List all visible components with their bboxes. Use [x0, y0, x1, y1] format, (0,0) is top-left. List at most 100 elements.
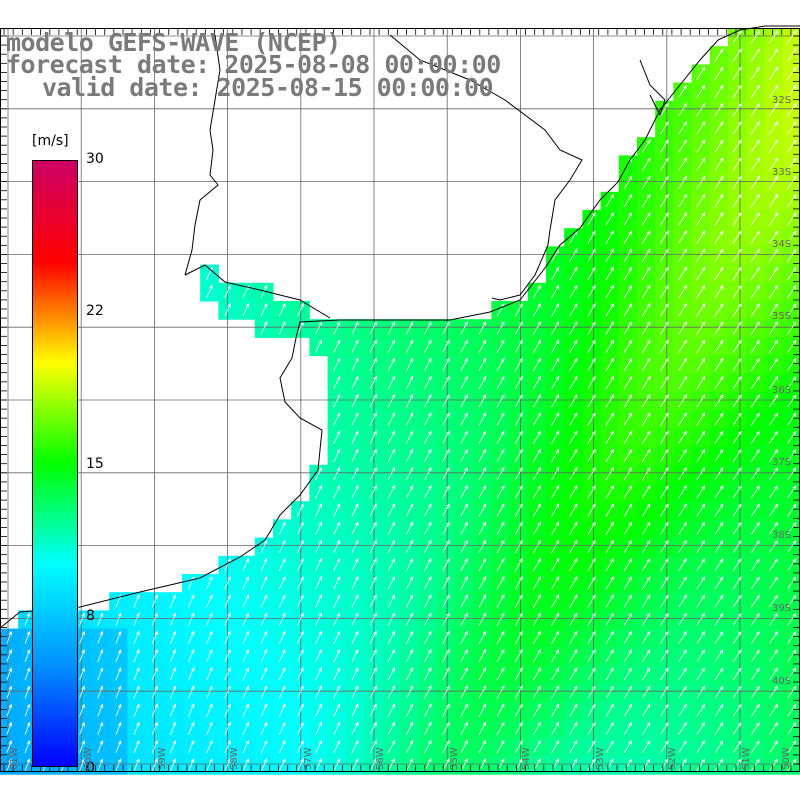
- wind-arrow: [188, 667, 195, 681]
- wind-arrow: [605, 248, 614, 262]
- wind-arrow: [768, 193, 779, 208]
- wind-arrow: [387, 412, 395, 426]
- wind-arrow: [405, 576, 414, 590]
- wind-arrow: [660, 193, 669, 208]
- wind-arrow: [188, 740, 195, 754]
- wind-arrow: [678, 339, 687, 353]
- wind-arrow: [369, 612, 377, 626]
- wind-arrow: [623, 339, 633, 353]
- wind-arrow: [678, 467, 687, 481]
- lon-label-56w: 56W: [375, 747, 386, 770]
- wind-arrow: [678, 612, 687, 626]
- wind-arrow: [405, 685, 414, 699]
- wind-arrow: [351, 339, 359, 353]
- wind-arrow: [623, 758, 632, 772]
- wind-arrow: [242, 758, 249, 772]
- wind-arrow: [514, 667, 523, 681]
- wind-arrow: [623, 466, 633, 481]
- wind-arrow: [787, 449, 797, 462]
- wind-arrow: [278, 721, 286, 735]
- wind-arrow: [605, 667, 614, 681]
- wind-arrow: [405, 721, 414, 735]
- wind-arrow: [442, 721, 450, 736]
- wind-arrow: [424, 503, 432, 517]
- wind-arrow: [6, 758, 12, 772]
- wind-arrow: [623, 539, 633, 554]
- wind-arrow: [769, 758, 779, 772]
- wind-arrow: [714, 48, 724, 62]
- wind-arrow: [750, 303, 761, 317]
- wind-arrow: [660, 685, 669, 699]
- wind-arrow: [514, 703, 523, 717]
- wind-arrows: [6, 30, 797, 772]
- wind-arrow: [224, 303, 231, 317]
- wind-arrow: [569, 303, 578, 317]
- wind-arrow: [133, 594, 140, 608]
- wind-arrow: [642, 667, 651, 681]
- wind-arrow: [787, 540, 797, 553]
- wind-arrow: [169, 667, 177, 681]
- wind-arrow: [532, 412, 541, 426]
- wind-arrow: [696, 230, 706, 244]
- wind-arrow: [714, 102, 724, 117]
- wind-arrow: [769, 722, 779, 735]
- wind-arrow: [478, 576, 487, 590]
- wind-arrow: [333, 721, 341, 735]
- wind-arrow: [750, 449, 760, 462]
- wind-arrow: [769, 376, 779, 390]
- wind-arrow: [369, 667, 377, 681]
- wind-arrow: [696, 558, 706, 572]
- wind-arrow: [351, 357, 359, 372]
- wind-arrow: [732, 631, 742, 644]
- wind-arrow: [623, 576, 633, 590]
- wind-arrow: [678, 321, 687, 335]
- wind-arrow: [478, 648, 487, 663]
- wind-arrow: [714, 740, 724, 753]
- wind-arrow: [641, 412, 651, 426]
- wind-arrow: [315, 648, 322, 663]
- wind-arrow: [605, 284, 614, 299]
- wind-arrow: [750, 102, 761, 117]
- wind-arrow: [532, 357, 541, 372]
- wind-arrow: [315, 485, 322, 499]
- wind-arrow: [442, 557, 450, 572]
- wind-arrow: [623, 448, 633, 463]
- wind-arrow: [732, 102, 742, 117]
- wind-arrow: [297, 612, 304, 626]
- wind-arrow: [750, 376, 760, 390]
- wind-arrow: [478, 612, 487, 626]
- wind-arrow: [351, 430, 359, 444]
- wind-arrow: [315, 594, 322, 608]
- wind-arrow: [496, 448, 505, 462]
- wind-arrow: [750, 84, 761, 99]
- wind-arrow: [768, 175, 779, 190]
- title-model: modelo GEFS-WAVE (NCEP): [6, 28, 341, 57]
- wind-arrow: [732, 248, 742, 262]
- wind-arrow: [478, 448, 487, 462]
- wind-arrow: [787, 467, 797, 481]
- wind-arrow: [714, 631, 724, 644]
- wind-arrow: [260, 648, 268, 663]
- wind-arrow: [514, 503, 523, 517]
- wind-arrow: [514, 685, 523, 699]
- wind-arrow: [569, 539, 578, 554]
- wind-arrow: [587, 375, 596, 390]
- wind-arrow: [24, 667, 31, 681]
- wind-arrow: [460, 739, 468, 754]
- wind-arrow: [769, 685, 779, 699]
- wind-arrow: [641, 339, 651, 353]
- wind-arrow: [496, 412, 505, 426]
- wind-arrow: [533, 703, 541, 717]
- wind-arrow: [297, 648, 304, 663]
- wind-arrow: [750, 157, 761, 172]
- wind-arrow: [551, 375, 560, 390]
- wind-arrow: [478, 485, 487, 499]
- wind-arrow: [696, 667, 705, 681]
- wind-arrow: [260, 630, 268, 644]
- wind-arrow: [714, 303, 724, 317]
- wind-arrow: [642, 722, 651, 735]
- wind-arrow: [242, 721, 249, 735]
- wind-arrow: [587, 740, 596, 754]
- wind-arrow: [642, 612, 651, 626]
- wind-arrow: [641, 157, 651, 171]
